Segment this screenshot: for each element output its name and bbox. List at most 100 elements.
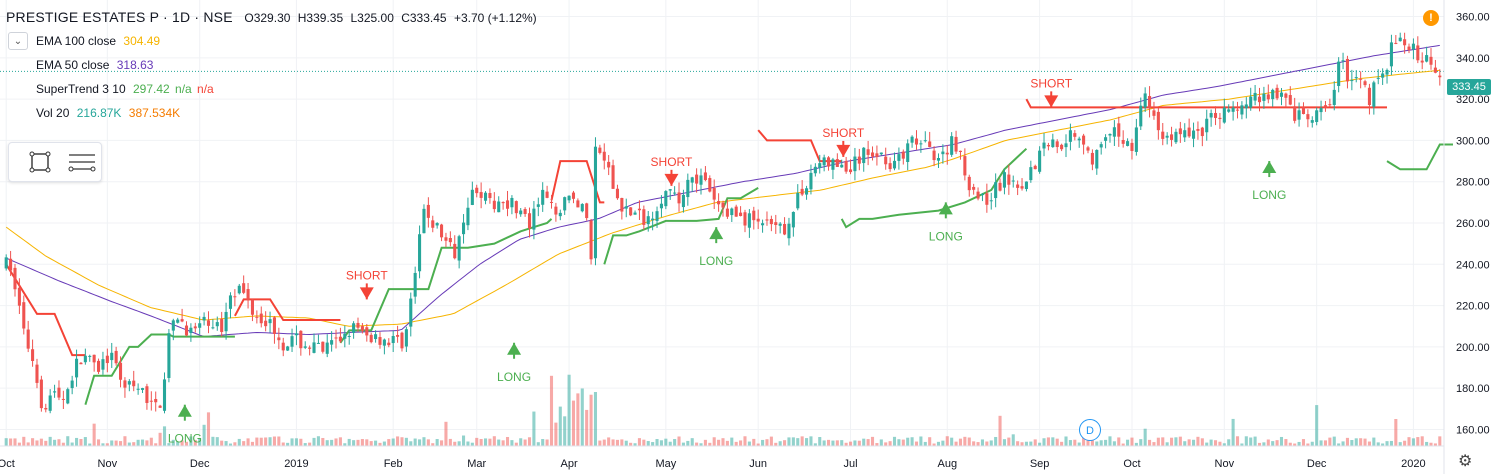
volume-bar xyxy=(862,438,866,446)
volume-bar xyxy=(162,426,167,446)
candle-body xyxy=(497,201,501,213)
candle-body xyxy=(769,218,773,225)
candle-body xyxy=(1359,78,1363,80)
volume-bar xyxy=(211,436,215,446)
volume-bar xyxy=(1139,439,1143,446)
volume-bar xyxy=(796,438,800,446)
volume-bar xyxy=(646,441,650,446)
volume-bar xyxy=(1038,442,1042,446)
indicator-supertrend[interactable]: SuperTrend 3 10 297.42 n/a n/a xyxy=(36,82,214,96)
candle-body xyxy=(1279,92,1284,97)
volume-bar xyxy=(681,442,685,446)
long-signal: LONG xyxy=(168,404,202,446)
volume-bar xyxy=(712,437,716,446)
candle-body xyxy=(1064,143,1068,148)
candle-body xyxy=(1178,128,1182,135)
horizontal-lines-icon[interactable] xyxy=(67,150,96,174)
indicator-ema100[interactable]: EMA 100 close 304.49 xyxy=(36,34,160,48)
indicator-volume[interactable]: Vol 20 216.87K 387.534K xyxy=(36,106,180,120)
candle-body xyxy=(123,380,127,388)
time-tick-label: Dec xyxy=(190,458,210,470)
price-axis[interactable]: 160.00 180.00 200.00 220.00 240.00 260.00 280.… xyxy=(1443,0,1490,474)
candle-body xyxy=(1077,138,1081,141)
candle-body xyxy=(1205,118,1209,133)
volume-bar xyxy=(1161,437,1165,446)
volume-bar xyxy=(374,440,378,446)
candle-body xyxy=(571,192,576,199)
alert-icon[interactable]: ! xyxy=(1423,10,1439,26)
volume-bar xyxy=(330,439,334,446)
volume-bar xyxy=(818,437,822,446)
supertrend-short-segment xyxy=(1025,98,1387,109)
candle-body xyxy=(171,320,175,331)
volume-bar xyxy=(488,438,492,446)
volume-bar xyxy=(391,438,395,446)
volume-bar xyxy=(1433,443,1437,446)
candle-body xyxy=(1240,105,1244,115)
candle-body xyxy=(31,349,35,361)
volume-bar xyxy=(1170,437,1174,446)
candle-body xyxy=(308,347,312,349)
price-tick-label: 160.00 xyxy=(1456,424,1490,436)
volume-bar xyxy=(884,442,888,446)
candle-body xyxy=(1139,105,1143,127)
volume-bar xyxy=(497,439,501,446)
volume-bar xyxy=(1319,440,1323,446)
candle-body xyxy=(488,193,492,199)
candle-body xyxy=(928,141,932,147)
candle-body xyxy=(532,208,536,230)
candle-body xyxy=(980,194,984,196)
volume-bar xyxy=(1284,439,1288,446)
volume-bar xyxy=(945,436,949,446)
volume-bar xyxy=(809,436,813,446)
candle-body xyxy=(879,152,883,155)
volume-bar xyxy=(954,441,958,446)
symbol-title[interactable]: PRESTIGE ESTATES P · 1D · NSE xyxy=(6,9,233,25)
candle-body xyxy=(92,354,96,363)
candle-body xyxy=(730,208,734,216)
volume-bar xyxy=(730,437,734,446)
candle-body xyxy=(1288,95,1292,105)
volume-bar xyxy=(1104,439,1108,446)
candle-body xyxy=(1117,123,1121,137)
time-axis[interactable]: Oct Nov Dec 2019 Feb Mar Apr May Jun Jul Aug Sep Oct… xyxy=(0,445,1444,470)
volume-bar xyxy=(1033,439,1037,446)
candle-body xyxy=(215,322,219,327)
candle-body xyxy=(541,189,545,205)
indicator-ema50[interactable]: EMA 50 close 318.63 xyxy=(36,58,153,72)
rectangle-tool-icon[interactable] xyxy=(27,150,53,174)
candle-body xyxy=(607,161,611,168)
candle-body xyxy=(791,211,795,228)
volume-bar xyxy=(1328,437,1332,446)
candle-body xyxy=(290,336,294,347)
volume-bar xyxy=(1275,440,1279,446)
volume-bar xyxy=(325,440,329,446)
volume-bar xyxy=(75,437,79,446)
candle-body xyxy=(338,336,342,342)
candle-body xyxy=(17,287,21,306)
candle-body xyxy=(1337,61,1341,86)
candle-body xyxy=(831,159,835,170)
volume-bar xyxy=(1411,438,1415,446)
dividend-badge[interactable]: D xyxy=(1079,419,1101,441)
volume-bar xyxy=(167,443,171,446)
collapse-indicators-button[interactable]: ⌄ xyxy=(8,32,28,50)
candle-body xyxy=(637,208,641,211)
volume-bar xyxy=(31,438,35,446)
candle-body xyxy=(136,388,140,390)
volume-bar xyxy=(549,375,554,446)
supertrend-long-segment xyxy=(84,333,235,405)
volume-bar xyxy=(1376,442,1380,446)
volume-bar xyxy=(677,436,681,446)
volume-bar xyxy=(1187,439,1191,446)
candle-body xyxy=(483,192,488,201)
volume-bar xyxy=(607,437,611,446)
volume-bar xyxy=(1381,443,1385,446)
short-arrow-icon xyxy=(1044,95,1059,108)
candle-body xyxy=(1284,93,1288,98)
gear-icon[interactable]: ⚙ xyxy=(1458,453,1473,470)
volume-bar xyxy=(1090,437,1094,446)
volume-bar xyxy=(1240,443,1244,446)
short-label: SHORT xyxy=(346,268,388,282)
